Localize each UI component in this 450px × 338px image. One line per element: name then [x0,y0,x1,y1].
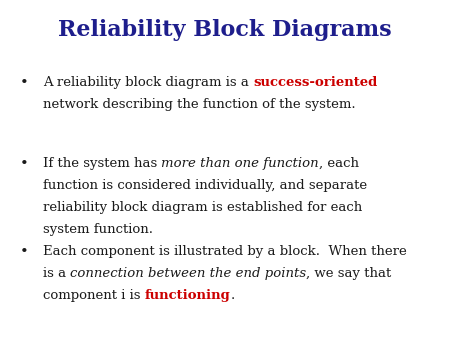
Text: Reliability Block Diagrams: Reliability Block Diagrams [58,19,392,41]
Text: function is considered individually, and separate: function is considered individually, and… [43,179,367,192]
Text: component i is: component i is [43,289,144,302]
Text: , each: , each [319,157,359,170]
Text: Each component is illustrated by a block.  When there: Each component is illustrated by a block… [43,245,406,258]
Text: •: • [20,76,29,90]
Text: success-oriented: success-oriented [253,76,377,89]
Text: •: • [20,245,29,259]
Text: connection between the end points: connection between the end points [70,267,306,280]
Text: .: . [230,289,234,302]
Text: system function.: system function. [43,223,153,236]
Text: A reliability block diagram is a: A reliability block diagram is a [43,76,253,89]
Text: If the system has: If the system has [43,157,161,170]
Text: , we say that: , we say that [306,267,392,280]
Text: is a: is a [43,267,70,280]
Text: reliability block diagram is established for each: reliability block diagram is established… [43,201,362,214]
Text: •: • [20,157,29,171]
Text: more than one function: more than one function [161,157,319,170]
Text: network describing the function of the system.: network describing the function of the s… [43,98,356,111]
Text: functioning: functioning [144,289,230,302]
